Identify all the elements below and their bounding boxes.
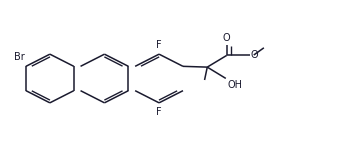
Text: O: O <box>223 33 231 43</box>
Text: F: F <box>156 107 162 117</box>
Text: OH: OH <box>227 80 242 90</box>
Text: Br: Br <box>13 52 24 62</box>
Text: F: F <box>156 40 162 50</box>
Text: O: O <box>251 50 258 60</box>
